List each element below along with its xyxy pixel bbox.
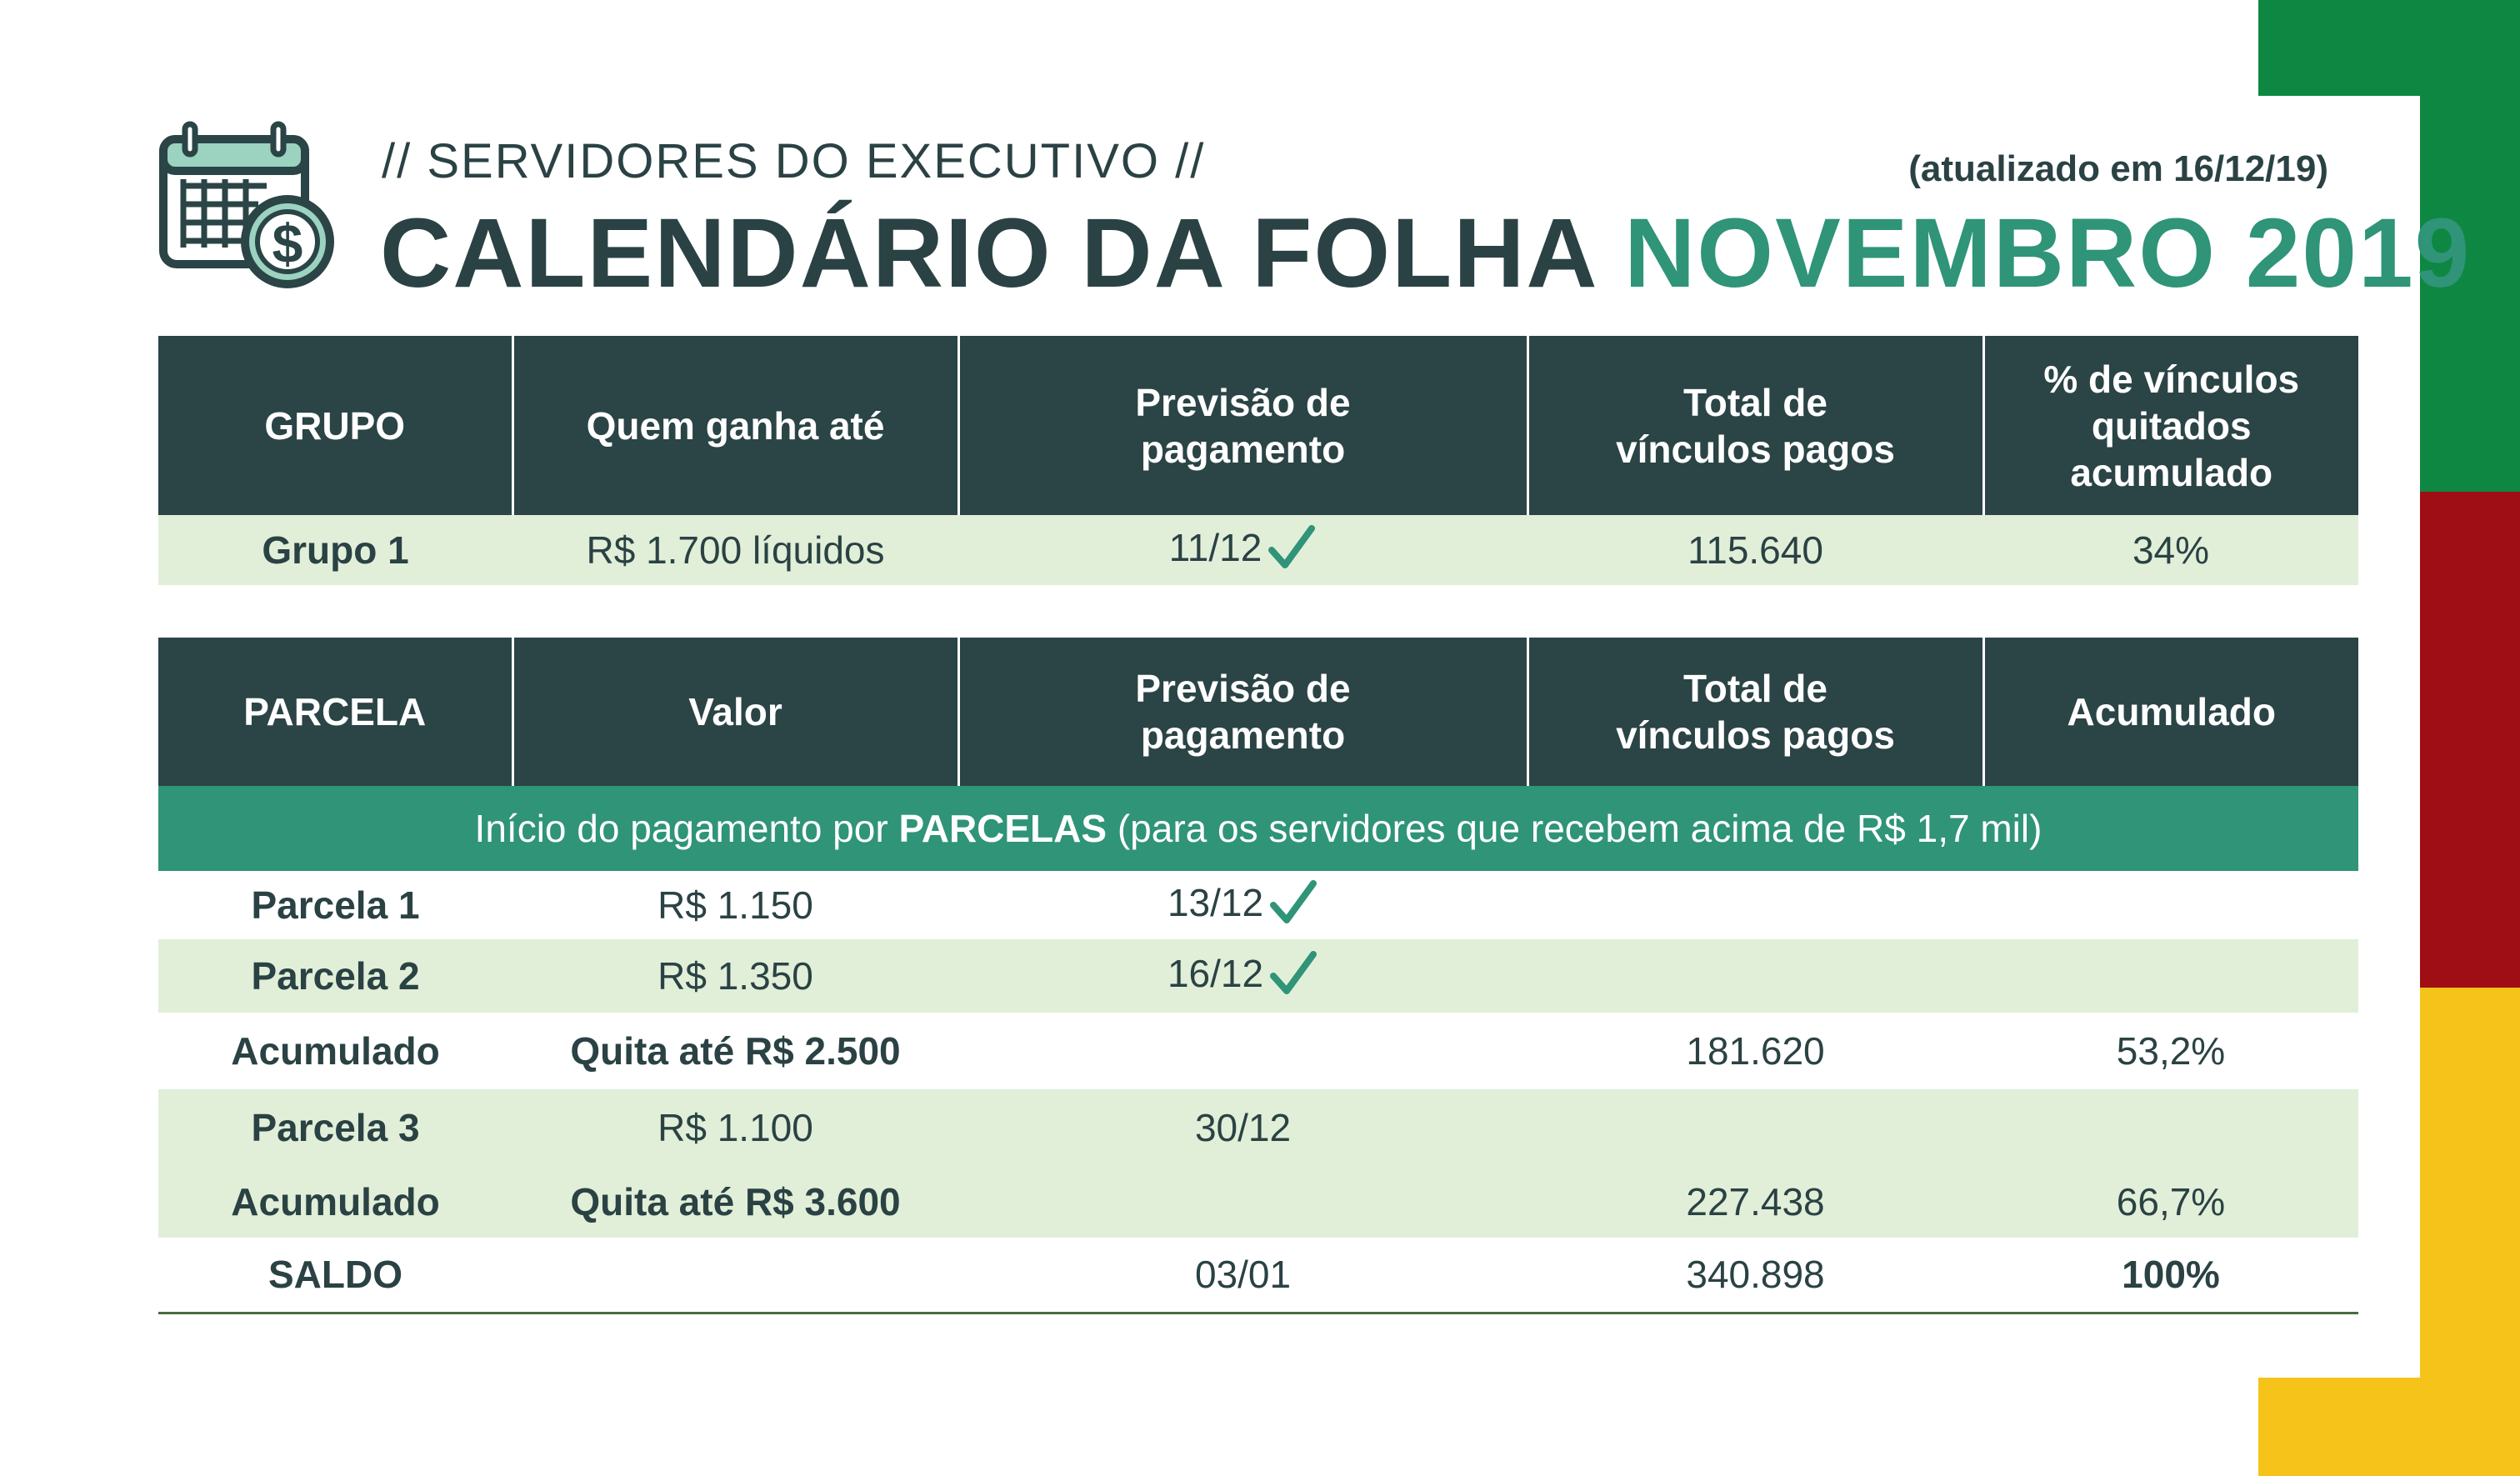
header-grupo: GRUPO <box>158 336 512 515</box>
cell-total: 340.898 <box>1528 1238 1983 1314</box>
updated-date: (atualizado em 16/12/19) <box>1908 148 2328 189</box>
cell-parcela: Parcela 1 <box>158 871 512 939</box>
cell-date-text: 13/12 <box>1167 881 1264 925</box>
header-previsao: Previsão de pagamento <box>957 336 1528 515</box>
cell-data: 11/12 <box>958 515 1528 585</box>
banner-bold: PARCELAS <box>898 807 1108 850</box>
banner-pre: Início do pagamento por <box>474 807 899 850</box>
cell-percent: 34% <box>1983 515 2358 585</box>
cell-data: 16/12 <box>958 939 1528 1013</box>
cell-parcela: SALDO <box>158 1238 512 1314</box>
cell-data: 13/12 <box>958 871 1528 939</box>
check-icon <box>1270 879 1318 923</box>
header-percent: % de vínculos quitados acumulado <box>1982 336 2358 515</box>
banner-post: (para os servidores que recebem acima de… <box>1107 807 2042 850</box>
cell-valor <box>512 1238 958 1314</box>
cell-acumulado <box>1983 1089 2358 1166</box>
banner-text: Início do pagamento por PARCELAS (para o… <box>158 786 2358 871</box>
cell-grupo: Grupo 1 <box>158 515 512 585</box>
banner-row: Início do pagamento por PARCELAS (para o… <box>158 786 2358 871</box>
cell-acumulado: 100% <box>1983 1238 2358 1314</box>
cell-valor: Quita até R$ 3.600 <box>512 1166 958 1238</box>
calendar-money-icon: $ <box>159 121 334 288</box>
cell-acumulado <box>1983 871 2358 939</box>
cell-date-text: 11/12 <box>1168 526 1262 570</box>
title-accent: NOVEMBRO 2019 <box>1624 198 2472 308</box>
table-header-row: GRUPO Quem ganha até Previsão de pagamen… <box>158 336 2358 515</box>
cell-total: 227.438 <box>1528 1166 1983 1238</box>
cell-parcela: Parcela 2 <box>158 939 512 1013</box>
cell-parcela: Acumulado <box>158 1013 512 1089</box>
cell-acumulado: 53,2% <box>1983 1013 2358 1089</box>
cell-valor: R$ 1.150 <box>512 871 958 939</box>
table-row: Acumulado Quita até R$ 3.600 227.438 66,… <box>158 1166 2358 1238</box>
cell-data <box>958 1013 1528 1089</box>
cell-total <box>1528 871 1983 939</box>
cell-valor: Quita até R$ 2.500 <box>512 1013 958 1089</box>
header-total: Total de vínculos pagos <box>1526 638 1983 786</box>
cell-acumulado <box>1983 939 2358 1013</box>
yellow-stripe-bottom <box>2258 1378 2520 1476</box>
svg-text:$: $ <box>272 213 303 274</box>
cell-data <box>958 1166 1528 1238</box>
cell-total: 181.620 <box>1528 1013 1983 1089</box>
header-parcela: PARCELA <box>158 638 512 786</box>
page-title: CALENDÁRIO DA FOLHA NOVEMBRO 2019 <box>380 197 2471 310</box>
header-acumulado: Acumulado <box>1982 638 2358 786</box>
cell-total: 115.640 <box>1528 515 1983 585</box>
check-icon <box>1270 950 1318 994</box>
table-row: Grupo 1 R$ 1.700 líquidos 11/12 115.640 … <box>158 515 2358 585</box>
cell-total <box>1528 939 1983 1013</box>
header-previsao: Previsão de pagamento <box>957 638 1528 786</box>
title-main: CALENDÁRIO DA FOLHA <box>380 198 1625 308</box>
cell-date-text: 16/12 <box>1167 952 1264 996</box>
table-row: Parcela 2 R$ 1.350 16/12 <box>158 939 2358 1013</box>
header-total: Total de vínculos pagos <box>1526 336 1983 515</box>
table-row: SALDO 03/01 340.898 100% <box>158 1238 2358 1314</box>
table-row: Parcela 1 R$ 1.150 13/12 <box>158 871 2358 939</box>
cell-parcela: Acumulado <box>158 1166 512 1238</box>
subtitle: // SERVIDORES DO EXECUTIVO // <box>382 134 1206 188</box>
table-row: Parcela 3 R$ 1.100 30/12 <box>158 1089 2358 1166</box>
cell-valor: R$ 1.100 <box>512 1089 958 1166</box>
table-header-row: PARCELA Valor Previsão de pagamento Tota… <box>158 638 2358 786</box>
group-table: GRUPO Quem ganha até Previsão de pagamen… <box>158 336 2358 585</box>
cell-acumulado: 66,7% <box>1983 1166 2358 1238</box>
parcel-table: PARCELA Valor Previsão de pagamento Tota… <box>158 638 2358 1314</box>
red-stripe <box>2420 492 2520 988</box>
cell-valor: R$ 1.350 <box>512 939 958 1013</box>
check-icon <box>1268 524 1316 568</box>
cell-data: 30/12 <box>958 1089 1528 1166</box>
cell-total <box>1528 1089 1983 1166</box>
table-row: Acumulado Quita até R$ 2.500 181.620 53,… <box>158 1013 2358 1089</box>
header-quem-ganha: Quem ganha até <box>511 336 958 515</box>
cell-valor: R$ 1.700 líquidos <box>512 515 958 585</box>
cell-data: 03/01 <box>958 1238 1528 1314</box>
header-valor: Valor <box>511 638 958 786</box>
cell-parcela: Parcela 3 <box>158 1089 512 1166</box>
